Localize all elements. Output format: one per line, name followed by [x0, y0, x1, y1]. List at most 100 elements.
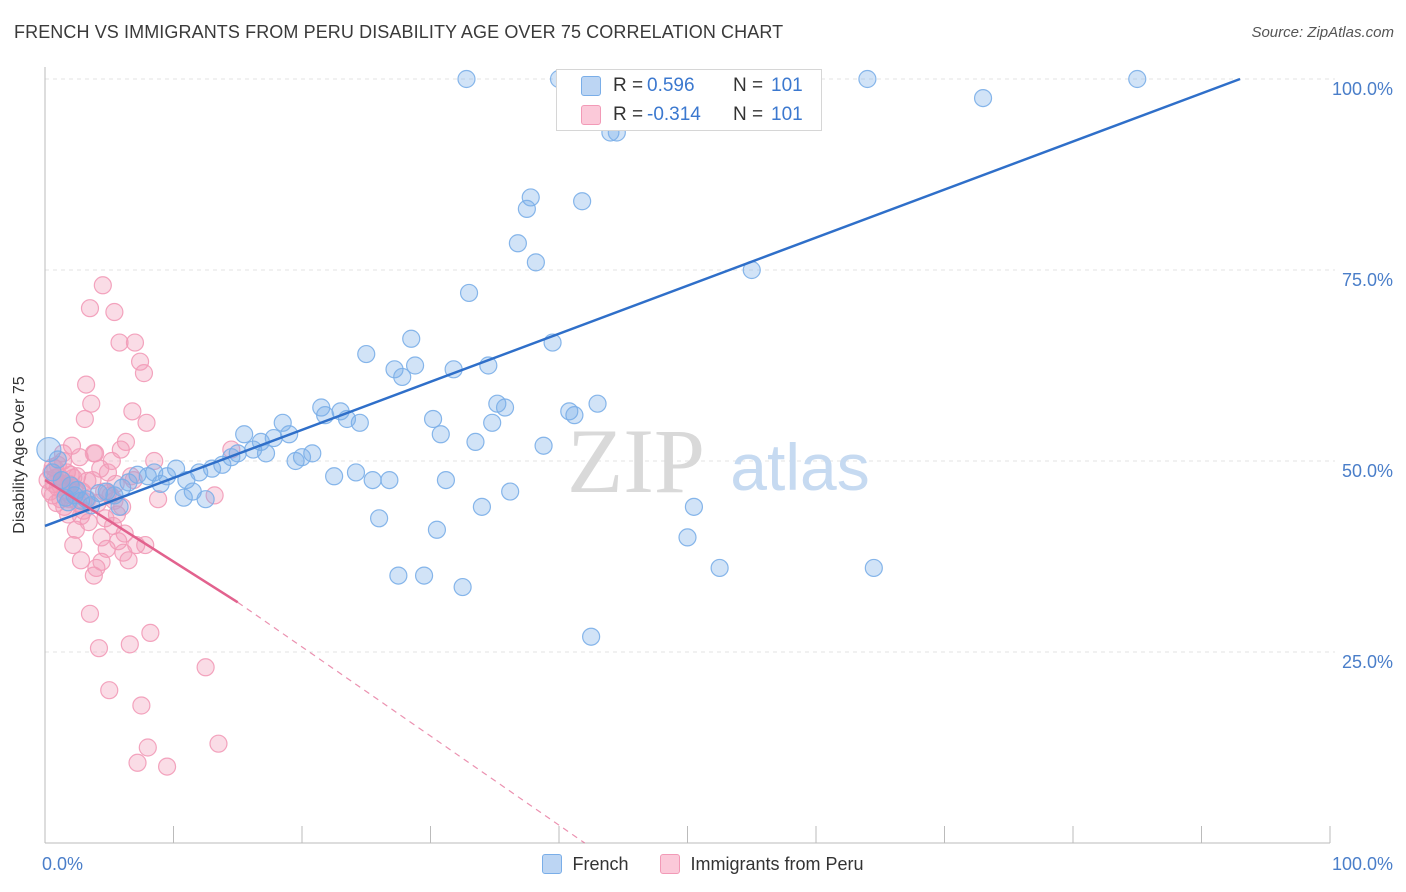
- peru-point: [110, 333, 129, 352]
- peru-point: [61, 465, 80, 484]
- french-point: [52, 471, 71, 490]
- stats-legend: R = 0.596 N = 101 R = -0.314 N = 101: [556, 69, 822, 131]
- peru-point: [78, 471, 97, 490]
- peru-point: [92, 552, 111, 571]
- x-tick-label-min: 0.0%: [42, 854, 83, 874]
- french-point: [565, 406, 584, 425]
- peru-n-label: N =: [733, 104, 764, 125]
- french-point: [380, 471, 399, 490]
- peru-point: [82, 394, 101, 413]
- french-point: [325, 467, 344, 486]
- watermark-atlas: atlas: [730, 430, 869, 504]
- series-french-points: [36, 69, 1147, 646]
- chart-source: Source: ZipAtlas.com: [1251, 24, 1394, 41]
- french-point: [1128, 69, 1147, 89]
- french-point: [174, 488, 193, 507]
- peru-point: [116, 432, 136, 451]
- french-point: [405, 356, 425, 375]
- peru-point: [141, 623, 160, 643]
- axes: [44, 67, 1331, 844]
- peru-point: [89, 639, 109, 658]
- french-n-label: N =: [733, 75, 764, 96]
- peru-point: [123, 402, 142, 421]
- french-point: [508, 234, 527, 253]
- french-n-value: 101: [771, 75, 803, 96]
- peru-point: [205, 486, 224, 505]
- french-point: [526, 253, 545, 272]
- stats-row-french: R = 0.596 N = 101: [557, 72, 803, 100]
- french-point: [457, 69, 476, 89]
- peru-point: [105, 302, 124, 322]
- peru-n-value: 101: [771, 104, 803, 125]
- french-point: [350, 413, 369, 432]
- grid-lines: [45, 78, 1335, 653]
- peru-point: [75, 409, 94, 429]
- legend-peru-label: Immigrants from Peru: [690, 853, 864, 874]
- stats-row-peru: R = -0.314 N = 101: [557, 101, 803, 129]
- french-point: [521, 188, 540, 207]
- french-point: [273, 413, 292, 432]
- french-point: [68, 480, 87, 500]
- french-point: [684, 497, 704, 516]
- french-point: [256, 444, 276, 463]
- french-point: [36, 436, 62, 463]
- peru-point: [80, 299, 100, 318]
- french-point: [235, 425, 254, 444]
- y-tick-label-75: 75.0%: [1342, 270, 1393, 290]
- french-point: [389, 566, 408, 585]
- french-point: [402, 329, 421, 348]
- legend-item-peru[interactable]: Immigrants from Peru: [660, 853, 864, 875]
- watermark: ZIP atlas: [567, 410, 870, 512]
- tick-labels: 25.0% 50.0% 75.0% 100.0% 0.0% 100.0%: [42, 79, 1393, 874]
- series-peru-points: [38, 276, 241, 776]
- french-point: [363, 471, 382, 490]
- peru-point: [134, 364, 154, 383]
- french-point: [573, 192, 592, 211]
- french-point: [864, 558, 883, 578]
- peru-point: [130, 352, 150, 371]
- french-point: [393, 367, 412, 387]
- french-point: [501, 482, 520, 501]
- french-point: [858, 69, 877, 89]
- legend-french-label: French: [572, 853, 629, 874]
- peru-point: [128, 753, 147, 772]
- peru-r-value: -0.314: [647, 104, 701, 125]
- french-point: [292, 448, 312, 467]
- chart-legend: French Immigrants from Peru: [0, 852, 1406, 876]
- french-point: [48, 450, 67, 469]
- peru-point: [157, 757, 177, 776]
- french-point: [303, 444, 322, 463]
- peru-point: [120, 635, 139, 654]
- french-point: [495, 398, 515, 417]
- watermark-zip: ZIP: [567, 410, 705, 512]
- peru-point: [80, 604, 100, 623]
- french-point: [973, 88, 993, 108]
- french-point: [196, 490, 215, 509]
- french-r-label: R =: [613, 75, 644, 96]
- peru-point: [148, 490, 168, 509]
- peru-point: [64, 535, 83, 555]
- peru-point: [71, 551, 91, 570]
- french-point: [385, 360, 404, 379]
- peru-point: [84, 444, 103, 463]
- french-point: [346, 463, 366, 482]
- french-point: [472, 497, 491, 516]
- peru-point: [114, 543, 133, 562]
- french-point: [517, 199, 536, 218]
- legend-french-swatch: [542, 854, 563, 874]
- french-point: [588, 394, 607, 413]
- french-point: [436, 471, 456, 490]
- x-tick-label-max: 100.0%: [1332, 854, 1393, 874]
- french-point: [582, 627, 601, 646]
- legend-item-french[interactable]: French: [542, 854, 628, 875]
- french-point: [466, 432, 485, 451]
- french-point: [427, 520, 447, 539]
- french-r-value: 0.596: [647, 75, 695, 96]
- french-point: [414, 566, 434, 585]
- y-tick-label-50: 50.0%: [1342, 461, 1393, 481]
- french-point: [370, 509, 389, 528]
- legend-peru-swatch: [660, 854, 681, 874]
- peru-point: [209, 734, 228, 753]
- trend-lines: [44, 77, 1241, 844]
